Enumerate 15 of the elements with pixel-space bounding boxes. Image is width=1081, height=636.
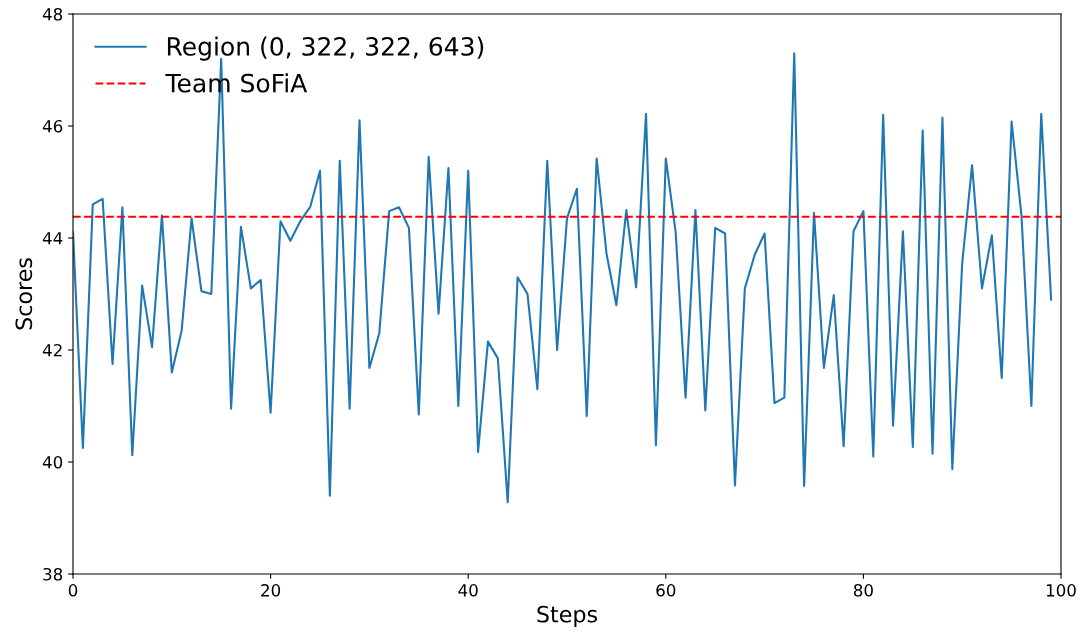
x-tick-label: 80: [853, 584, 873, 597]
x-tick-label: 100: [1046, 584, 1076, 597]
x-tick-label: 0: [68, 584, 78, 597]
y-tick-label: 42: [42, 343, 62, 357]
legend-label: Region (0, 322, 322, 643): [167, 36, 484, 61]
y-tick-label: 44: [42, 232, 63, 245]
y-tick-label: 46: [42, 119, 63, 133]
y-axis-title: Scores: [15, 258, 33, 330]
x-tick-label: 40: [458, 584, 478, 597]
x-tick-label: 20: [261, 584, 281, 597]
y-tick-label: 40: [42, 455, 63, 469]
x-axis-title: Steps: [537, 605, 597, 627]
x-tick-label: 60: [656, 584, 676, 597]
y-tick-label: 38: [43, 567, 63, 581]
y-tick-label: 48: [42, 7, 63, 21]
